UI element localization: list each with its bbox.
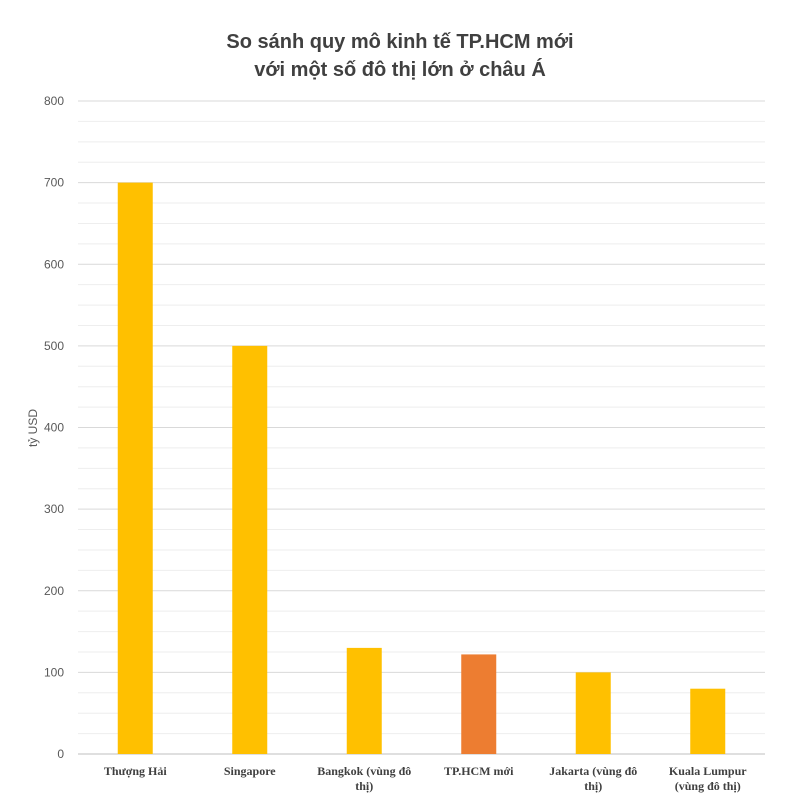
x-category-label: (vùng đô thị) xyxy=(675,779,741,793)
x-category-label: Singapore xyxy=(224,764,276,778)
y-tick-label: 100 xyxy=(44,665,64,679)
y-tick-label: 600 xyxy=(44,257,64,271)
bar xyxy=(117,182,153,754)
bar xyxy=(575,672,611,754)
chart-title-line-1: So sánh quy mô kinh tế TP.HCM mới xyxy=(226,31,574,53)
x-category-label: thị) xyxy=(584,779,602,793)
y-tick-label: 500 xyxy=(44,339,64,353)
bar xyxy=(232,345,268,754)
chart-title: So sánh quy mô kinh tế TP.HCM mới với mộ… xyxy=(0,28,800,84)
y-tick-label: 0 xyxy=(57,747,64,761)
y-tick-label: 700 xyxy=(44,176,64,190)
bar xyxy=(690,688,726,754)
y-tick-label: 800 xyxy=(44,94,64,108)
x-category-label: Kuala Lumpur xyxy=(669,764,747,778)
x-category-label: TP.HCM mới xyxy=(444,764,514,778)
x-category-label: Thượng Hải xyxy=(104,764,168,778)
bar xyxy=(346,647,382,754)
bar xyxy=(461,654,497,754)
y-tick-label: 400 xyxy=(44,421,64,435)
x-category-label: Bangkok (vùng đô xyxy=(317,764,411,778)
chart-title-line-2: với một số đô thị lớn ở châu Á xyxy=(254,59,546,81)
y-tick-label: 200 xyxy=(44,584,64,598)
x-category-label: thị) xyxy=(355,779,373,793)
y-tick-label: 300 xyxy=(44,502,64,516)
y-axis-title: tỷ USD xyxy=(26,409,40,447)
x-category-label: Jakarta (vùng đô xyxy=(549,764,637,778)
